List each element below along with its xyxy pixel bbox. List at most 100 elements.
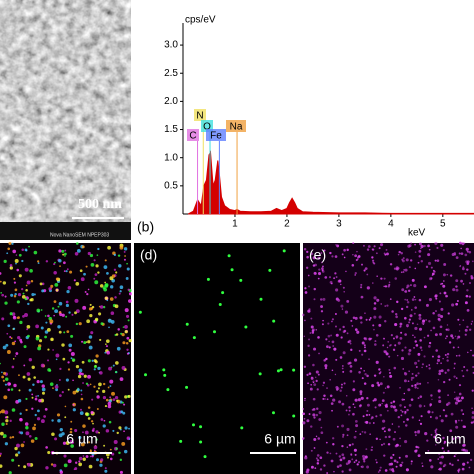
map-dot <box>95 438 98 441</box>
map-dot <box>36 260 40 263</box>
map-dot <box>30 279 34 283</box>
map-dot <box>375 333 379 337</box>
map-dot <box>405 454 408 458</box>
map-dot <box>94 280 99 285</box>
map-dot <box>399 445 402 447</box>
map-dot <box>404 372 406 374</box>
map-dot <box>312 363 315 367</box>
map-dot <box>163 373 167 377</box>
map-dot <box>124 426 128 430</box>
map-dot <box>396 354 399 357</box>
map-dot <box>87 417 91 420</box>
map-dot <box>268 268 272 272</box>
map-dot <box>389 456 393 460</box>
map-dot <box>399 463 403 467</box>
map-dot <box>462 283 465 285</box>
map-dot <box>82 431 84 434</box>
map-dot <box>353 448 357 452</box>
map-dot <box>334 373 337 376</box>
map-dot <box>362 415 365 418</box>
map-dot <box>416 382 419 386</box>
map-dot <box>399 386 401 389</box>
map-dot <box>93 277 96 280</box>
map-dot <box>405 324 409 328</box>
map-dot <box>337 280 340 283</box>
map-dot <box>121 332 125 337</box>
map-dot <box>57 325 61 329</box>
map-dot <box>318 268 321 271</box>
map-dot <box>119 290 122 293</box>
map-dot <box>376 275 378 277</box>
map-dot <box>22 314 25 318</box>
map-dot <box>331 369 334 372</box>
map-dot <box>355 424 359 428</box>
map-dot <box>58 301 63 306</box>
map-dot <box>3 259 7 263</box>
map-dot <box>93 445 98 450</box>
map-dot <box>0 454 2 457</box>
map-dot <box>379 382 383 386</box>
map-dot <box>455 377 458 379</box>
map-dot <box>433 270 436 273</box>
map-dot <box>59 367 62 370</box>
map-dot <box>378 247 381 250</box>
map-dot <box>388 371 392 374</box>
map-dot <box>384 435 388 439</box>
map-dot <box>206 277 210 281</box>
map-dot <box>317 373 320 376</box>
map-dot <box>365 318 368 321</box>
map-dot <box>324 276 328 279</box>
map-dot <box>40 326 44 330</box>
map-dot <box>99 305 104 309</box>
map-dot <box>59 265 61 267</box>
map-dot <box>407 352 411 356</box>
map-dot <box>66 268 69 271</box>
map-dot <box>432 311 435 315</box>
map-dot <box>306 255 309 259</box>
map-dot <box>83 341 87 345</box>
map-dot <box>342 286 345 289</box>
map-dot <box>452 437 455 440</box>
map-dot <box>457 419 460 422</box>
map-dot <box>435 349 438 352</box>
map-dot <box>430 394 433 397</box>
map-dot <box>369 433 371 435</box>
map-dot <box>414 386 417 389</box>
map-dot <box>434 333 438 337</box>
map-dot <box>61 391 64 394</box>
scale-label: 6 µm <box>434 431 465 447</box>
map-dot <box>437 441 440 444</box>
map-dot <box>379 466 382 469</box>
map-dot <box>452 288 456 292</box>
map-dot <box>416 323 419 326</box>
map-dot <box>429 416 432 418</box>
map-dot <box>329 452 332 455</box>
map-dot <box>361 263 363 266</box>
map-dot <box>445 294 448 298</box>
map-dot <box>430 329 432 332</box>
map-dot <box>440 362 442 364</box>
map-dot <box>366 248 370 251</box>
map-dot <box>447 394 450 397</box>
map-dot <box>17 464 20 467</box>
map-dot <box>64 405 67 408</box>
map-dot <box>428 248 431 251</box>
map-dot <box>96 458 99 462</box>
map-dot <box>462 375 465 378</box>
map-dot <box>384 305 387 307</box>
map-dot <box>121 401 124 404</box>
map-dot <box>78 371 82 376</box>
map-dot <box>375 459 377 461</box>
map-dot <box>417 429 421 433</box>
map-dot <box>81 245 85 249</box>
map-dot <box>102 305 106 309</box>
map-dot <box>341 453 345 457</box>
map-dot <box>430 266 433 269</box>
map-dot <box>354 358 358 362</box>
map-dot <box>428 367 431 370</box>
map-dot <box>89 383 92 386</box>
map-dot <box>65 303 69 308</box>
map-dot <box>35 336 40 341</box>
map-dot <box>2 371 7 375</box>
map-dot <box>351 443 354 446</box>
